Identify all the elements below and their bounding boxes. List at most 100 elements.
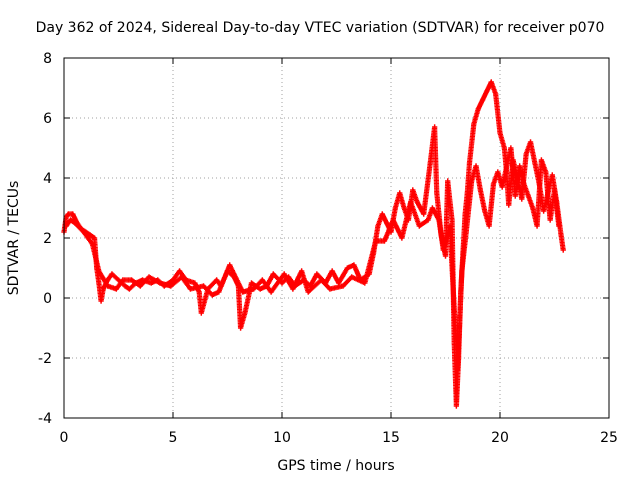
data-point xyxy=(558,232,564,238)
data-point xyxy=(81,229,87,235)
data-point xyxy=(237,325,244,331)
data-point xyxy=(549,172,555,178)
data-point xyxy=(227,262,233,268)
y-tick-label: -2 xyxy=(38,351,52,367)
data-point xyxy=(216,289,222,295)
data-point xyxy=(477,187,483,193)
data-point xyxy=(187,286,194,292)
data-point xyxy=(384,220,390,226)
data-point xyxy=(115,277,122,283)
data-point xyxy=(449,217,455,223)
data-point xyxy=(349,274,355,280)
data-point xyxy=(482,208,488,214)
data-point xyxy=(471,121,477,127)
tick-labels: 0 5 10 15 20 25 -4 -2 0 2 4 6 8 xyxy=(38,51,618,446)
data-point xyxy=(373,238,379,244)
data-point xyxy=(113,286,119,292)
data-point xyxy=(499,184,505,190)
data-point xyxy=(128,277,135,283)
data-point xyxy=(65,211,71,217)
data-point xyxy=(137,283,143,289)
data-point xyxy=(475,106,481,112)
data-point xyxy=(157,280,163,286)
data-point xyxy=(314,271,320,277)
data-point xyxy=(375,223,381,229)
data-point xyxy=(421,211,427,217)
data-point xyxy=(466,160,473,166)
data-point xyxy=(551,187,558,193)
data-point xyxy=(329,268,335,274)
x-tick-label: 10 xyxy=(273,430,291,446)
data-point xyxy=(508,145,514,151)
x-tick-label: 20 xyxy=(491,430,509,446)
data-point xyxy=(392,205,398,211)
data-point xyxy=(397,190,403,196)
data-point xyxy=(490,181,497,187)
data-point xyxy=(484,88,490,94)
data-point xyxy=(506,202,512,208)
data-point xyxy=(501,145,507,151)
data-point xyxy=(399,235,405,241)
axis-ticks xyxy=(63,57,610,419)
data-point xyxy=(198,310,204,316)
data-point xyxy=(495,169,501,175)
data-point xyxy=(214,277,220,283)
data-point xyxy=(362,280,368,286)
data-point xyxy=(179,274,185,280)
data-point xyxy=(427,160,433,166)
data-point xyxy=(96,268,102,274)
data-point xyxy=(541,208,547,214)
data-point xyxy=(408,199,414,205)
data-point xyxy=(126,286,132,292)
data-points xyxy=(61,79,566,409)
data-point xyxy=(523,151,529,157)
data-point xyxy=(251,286,257,292)
data-point xyxy=(429,205,436,211)
data-point xyxy=(318,277,324,283)
data-point xyxy=(414,199,420,205)
data-point xyxy=(340,283,346,289)
data-point xyxy=(547,217,553,223)
data-point xyxy=(91,235,98,241)
data-point xyxy=(281,271,287,277)
data-point xyxy=(488,79,494,85)
data-point xyxy=(454,367,461,373)
chart-title: Day 362 of 2024, Sidereal Day-to-day VTE… xyxy=(36,20,605,36)
data-point xyxy=(146,274,152,280)
data-point xyxy=(434,190,440,196)
y-tick-label: 0 xyxy=(43,291,52,307)
data-point xyxy=(379,211,385,217)
y-tick-label: -4 xyxy=(38,411,52,427)
data-point xyxy=(196,289,202,295)
data-point xyxy=(534,223,540,229)
data-point xyxy=(521,181,527,187)
data-point xyxy=(560,247,566,253)
data-point xyxy=(192,280,198,286)
data-point xyxy=(543,169,549,175)
data-point xyxy=(200,283,207,289)
data-point xyxy=(270,271,276,277)
data-point xyxy=(432,124,438,130)
data-point xyxy=(401,205,407,211)
data-point xyxy=(486,223,492,229)
x-tick-label: 5 xyxy=(169,430,178,446)
data-point xyxy=(351,262,357,268)
data-point xyxy=(240,289,246,295)
data-point xyxy=(122,283,128,289)
data-point xyxy=(479,97,486,103)
data-point xyxy=(463,229,469,235)
data-point xyxy=(447,223,453,229)
data-point xyxy=(556,223,562,229)
data-point xyxy=(381,238,388,244)
x-axis-label: GPS time / hours xyxy=(277,458,394,474)
data-point xyxy=(436,217,442,223)
y-tick-label: 6 xyxy=(43,111,52,127)
data-point xyxy=(259,277,265,283)
data-point xyxy=(459,268,465,274)
data-point xyxy=(109,271,115,277)
data-point xyxy=(268,289,274,295)
x-tick-label: 15 xyxy=(382,430,400,446)
data-point xyxy=(390,217,396,223)
data-point xyxy=(98,298,104,304)
